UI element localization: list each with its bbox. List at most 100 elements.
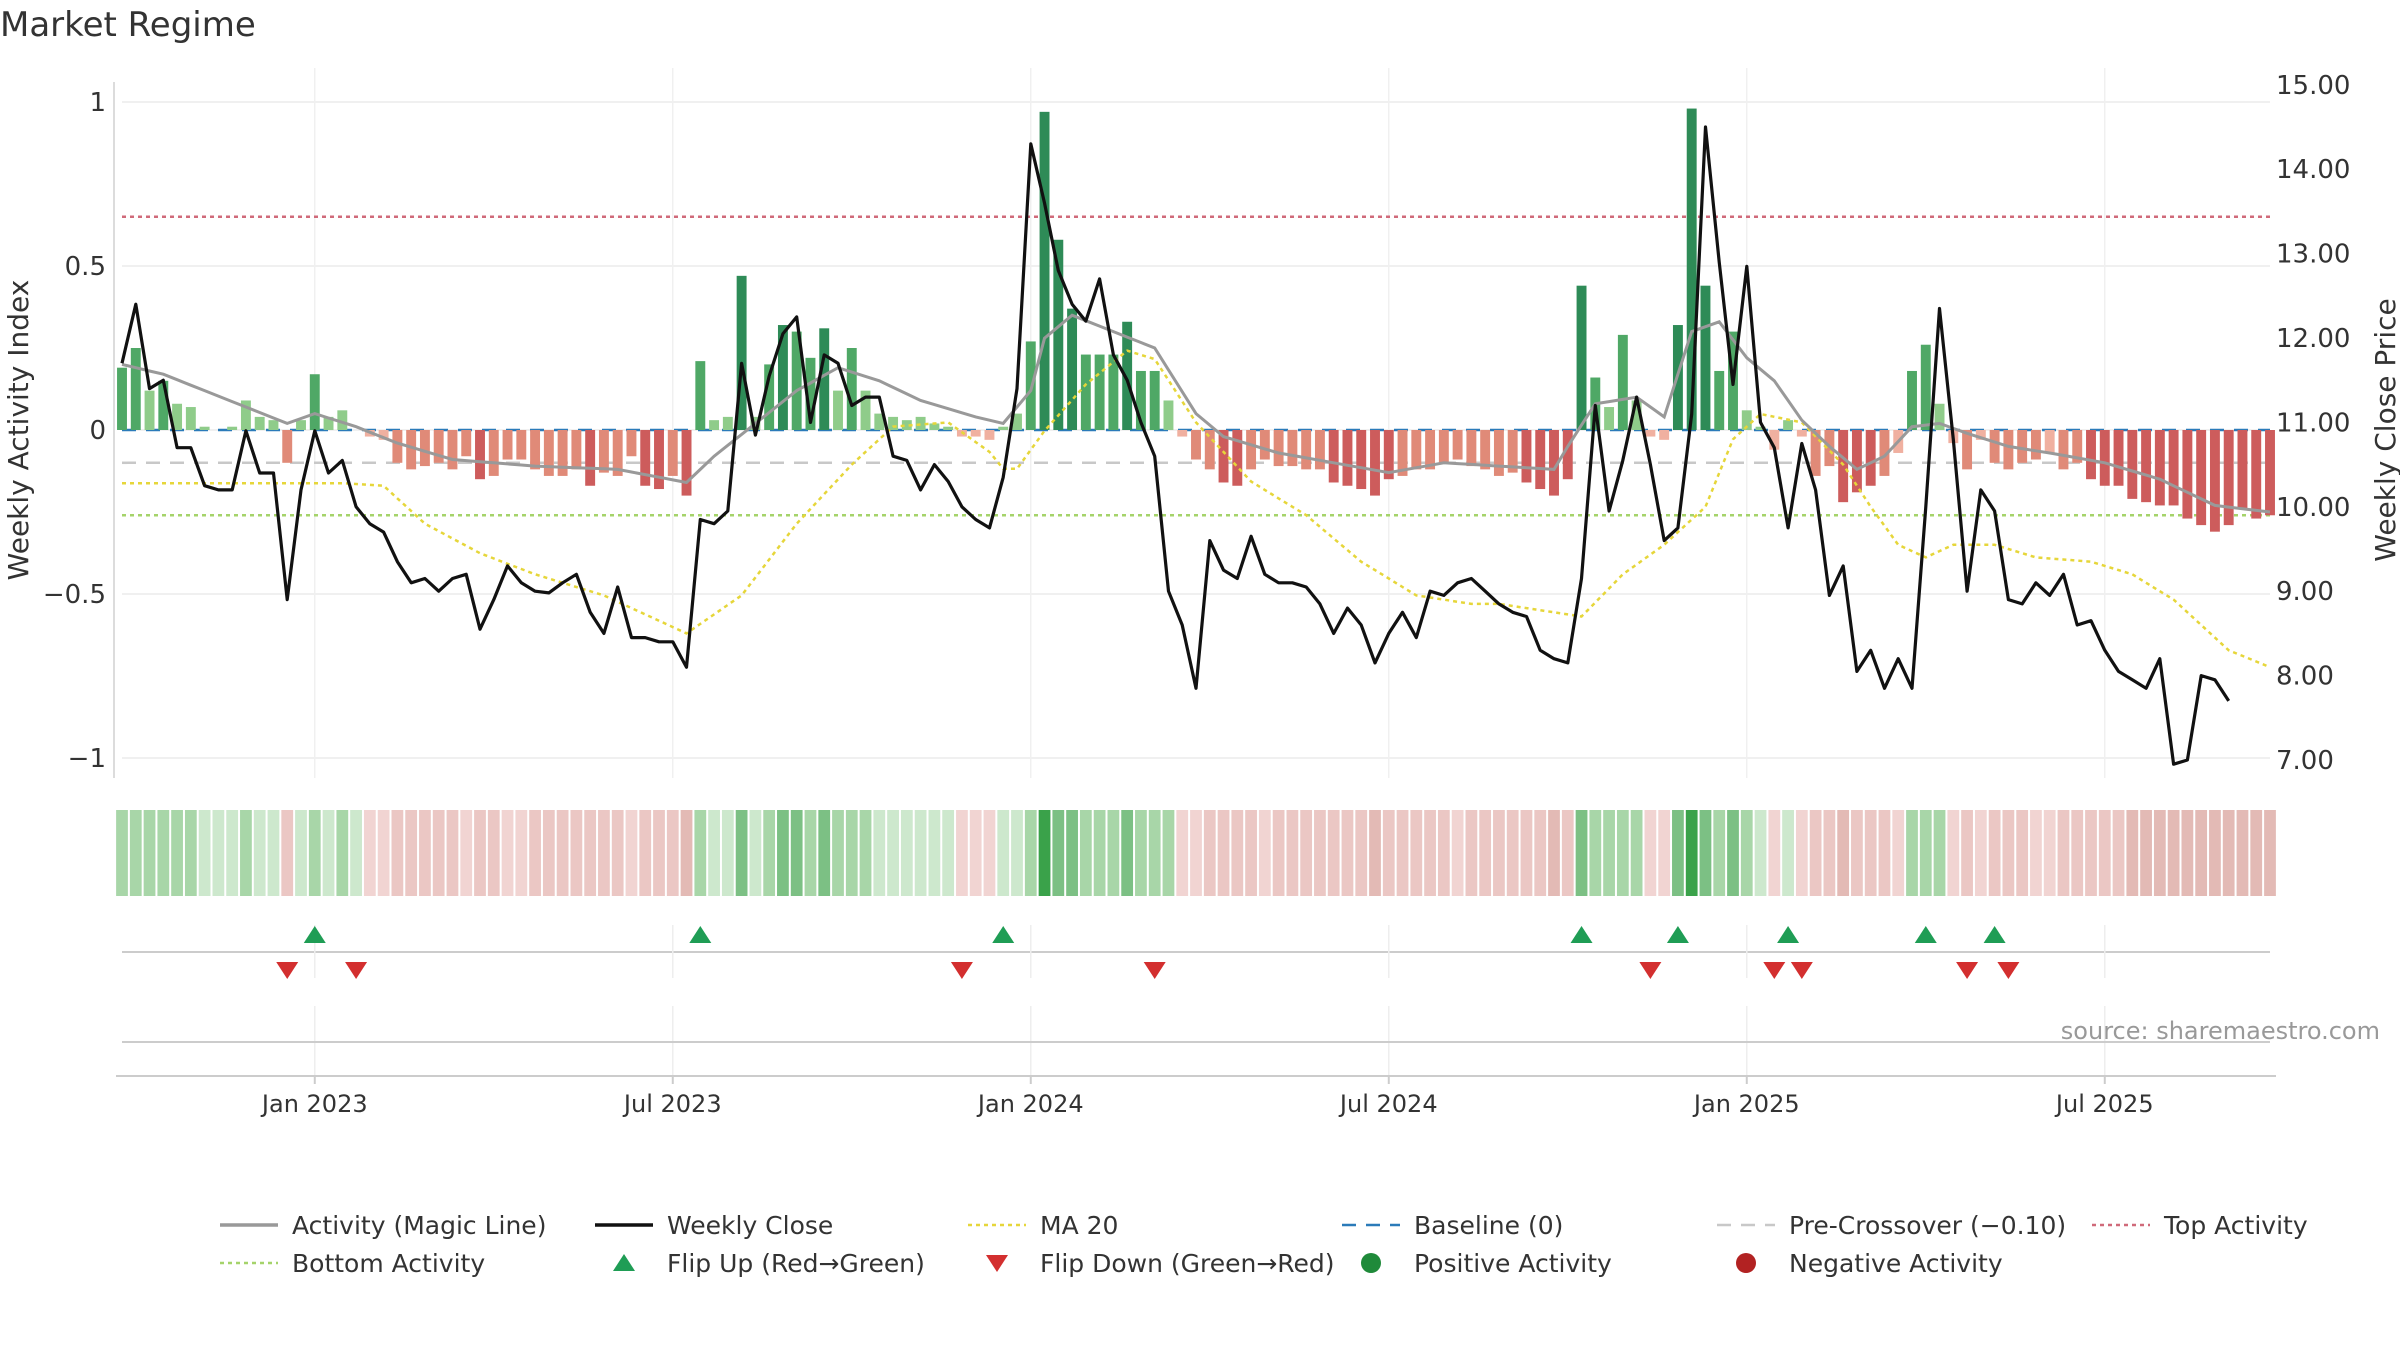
legend-item: Baseline (0) — [1342, 1211, 1563, 1240]
legend-label: Negative Activity — [1789, 1249, 2003, 1278]
heat-cell — [542, 810, 555, 896]
activity-bar — [2099, 430, 2110, 486]
weekly-close-line — [120, 125, 2231, 766]
heat-cell — [1190, 810, 1202, 896]
heat-cell — [1355, 810, 1368, 896]
legend-label: Pre-Crossover (−0.10) — [1789, 1211, 2066, 1240]
heat-cell — [625, 810, 638, 896]
activity-bar — [667, 430, 678, 476]
heat-cell — [1616, 810, 1629, 896]
activity-bar — [2168, 430, 2179, 506]
heat-cell — [1038, 810, 1051, 896]
heat-cell — [1135, 810, 1147, 896]
heat-cell — [487, 810, 500, 896]
activity-bar — [585, 430, 596, 486]
heat-cell — [1906, 810, 1918, 896]
activity-bar — [626, 430, 637, 457]
activity-bar — [2017, 430, 2028, 463]
heat-cell — [529, 810, 541, 896]
activity-bar — [240, 400, 251, 430]
heat-cell — [308, 810, 321, 896]
activity-bar — [130, 348, 141, 430]
legend-label: Weekly Close — [667, 1211, 833, 1240]
heat-cell — [322, 810, 335, 896]
activity-bar — [185, 407, 196, 430]
legend-label: Activity (Magic Line) — [292, 1211, 546, 1240]
activity-bar — [1356, 430, 1367, 490]
heat-cell — [1685, 810, 1698, 896]
flip-down-marker — [1997, 962, 2020, 979]
heat-cell — [267, 810, 280, 896]
activity-bar — [791, 331, 802, 430]
heat-cell — [363, 810, 376, 896]
flip-down-marker — [950, 962, 973, 979]
heat-cell — [1974, 810, 1987, 896]
activity-bar — [1521, 430, 1532, 483]
activity-bar — [1604, 407, 1615, 430]
heat-cell — [1203, 810, 1216, 896]
flip-down-marker — [345, 962, 368, 979]
activity-bar — [227, 426, 238, 430]
heat-cell — [1286, 810, 1299, 896]
heat-cell — [1396, 810, 1409, 896]
series-lines — [120, 125, 2271, 766]
y2-tick-label: 9.00 — [2276, 577, 2334, 607]
ma20-line — [122, 349, 2271, 669]
activity-bar — [1769, 430, 1780, 450]
activity-bar — [2154, 430, 2165, 506]
activity-bar — [1493, 430, 1504, 476]
activity-bar — [2030, 430, 2041, 460]
x-tick-label: Jan 2025 — [1692, 1090, 1800, 1118]
activity-bar — [1149, 370, 1160, 430]
heat-cell — [1878, 810, 1891, 896]
legend-label: MA 20 — [1040, 1211, 1118, 1240]
heat-cell — [1864, 810, 1877, 896]
heat-cell — [749, 810, 762, 896]
heat-cell — [694, 810, 707, 896]
heat-cell — [1892, 810, 1905, 896]
legend-swatch-circle — [1361, 1253, 1381, 1273]
flip-down-marker — [1763, 962, 1786, 979]
heat-cell — [1493, 810, 1505, 896]
x-tick-label: Jul 2025 — [2054, 1090, 2154, 1118]
activity-bar — [1962, 430, 1973, 470]
legend: Activity (Magic Line) Weekly Close MA 20 Ba… — [220, 1211, 2308, 1278]
heat-cell — [1011, 810, 1023, 896]
heat-cell — [446, 810, 459, 896]
activity-bar — [764, 364, 775, 430]
heat-cell — [1548, 810, 1560, 896]
activity-bar — [406, 430, 417, 470]
legend-item: Top Activity — [2092, 1211, 2308, 1240]
activity-bar — [571, 430, 582, 470]
activity-bar — [488, 430, 499, 476]
activity-bar — [557, 430, 568, 476]
activity-bar — [598, 430, 609, 473]
heat-cell — [350, 810, 362, 896]
activity-bar — [943, 426, 954, 430]
activity-bar — [874, 413, 885, 430]
heat-cell — [956, 810, 968, 896]
heat-cell — [735, 810, 748, 896]
heat-cell — [1231, 810, 1244, 896]
heat-cell — [969, 810, 982, 896]
activity-bar — [2003, 430, 2014, 470]
heat-cell — [1644, 810, 1657, 896]
activity-bar — [530, 430, 541, 470]
activity-bar — [1810, 430, 1821, 476]
left-axis: 1 0.5 0 −0.5 −1 — [43, 88, 106, 774]
activity-bar — [681, 430, 692, 496]
flip-up-marker — [1570, 926, 1593, 943]
x-tick-label: Jan 2024 — [976, 1090, 1084, 1118]
heat-cell — [1851, 810, 1863, 896]
activity-bar — [901, 420, 912, 430]
heat-cell — [653, 810, 665, 896]
activity-bar — [1191, 430, 1201, 460]
heat-cell — [1961, 810, 1973, 896]
heat-cell — [1121, 810, 1134, 896]
heat-cell — [2002, 810, 2015, 896]
heat-cell — [1795, 810, 1808, 896]
activity-bar — [860, 390, 871, 430]
legend-item: Weekly Close — [595, 1211, 833, 1240]
heat-cell — [1272, 810, 1285, 896]
heat-cell — [2030, 810, 2042, 896]
